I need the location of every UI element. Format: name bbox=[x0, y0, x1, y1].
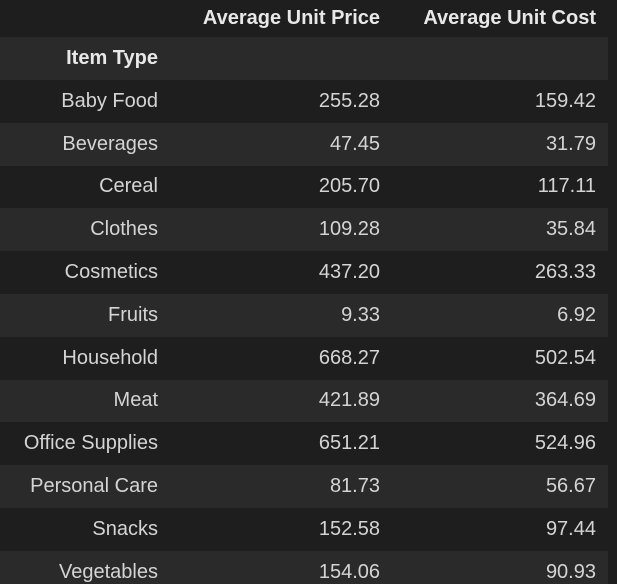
row-label: Clothes bbox=[90, 218, 158, 241]
table-row: Cosmetics 437.20 263.33 bbox=[0, 251, 608, 294]
cell-average-unit-price: 47.45 bbox=[329, 132, 380, 155]
row-label: Cosmetics bbox=[64, 261, 158, 284]
cell-average-unit-price: 437.20 bbox=[318, 261, 380, 284]
table-header: Average Unit Price Average Unit Cost Ite… bbox=[0, 0, 608, 80]
table-row: Snacks 152.58 97.44 bbox=[0, 507, 608, 551]
column-header-row: Average Unit Price Average Unit Cost bbox=[0, 0, 608, 37]
cell-average-unit-price: 9.33 bbox=[341, 303, 380, 326]
cell-average-unit-cost: 97.44 bbox=[545, 517, 596, 540]
row-label: Office Supplies bbox=[23, 432, 158, 455]
blank-corner-cell bbox=[0, 0, 170, 37]
row-label: Baby Food bbox=[61, 89, 158, 112]
cell-average-unit-cost: 90.93 bbox=[545, 560, 596, 583]
cell-average-unit-price: 152.58 bbox=[318, 517, 380, 540]
cell-average-unit-cost: 502.54 bbox=[534, 346, 596, 369]
index-name-row: Item Type bbox=[0, 37, 608, 80]
cell-average-unit-price: 205.70 bbox=[318, 175, 380, 198]
cell-average-unit-cost: 35.84 bbox=[545, 218, 596, 241]
table-row: Clothes 109.28 35.84 bbox=[0, 208, 608, 252]
table-body: Baby Food 255.28 159.42 Beverages 47.45 31.79… bbox=[0, 80, 608, 584]
empty-header-cell bbox=[170, 37, 392, 80]
cell-average-unit-price: 109.28 bbox=[318, 218, 380, 241]
table-row: Baby Food 255.28 159.42 bbox=[0, 80, 608, 123]
cell-average-unit-cost: 159.42 bbox=[534, 89, 596, 112]
row-label: Fruits bbox=[108, 303, 158, 326]
cell-average-unit-price: 255.28 bbox=[318, 89, 380, 112]
index-name-label: Item Type bbox=[66, 47, 158, 69]
row-label: Beverages bbox=[62, 132, 158, 155]
table-row: Personal Care 81.73 56.67 bbox=[0, 465, 608, 508]
cell-average-unit-price: 81.73 bbox=[329, 475, 380, 498]
row-label: Snacks bbox=[92, 517, 158, 540]
table-row: Vegetables 154.06 90.93 bbox=[0, 550, 608, 584]
cell-average-unit-cost: 364.69 bbox=[534, 389, 596, 412]
cell-average-unit-price: 154.06 bbox=[318, 560, 380, 583]
cell-average-unit-price: 651.21 bbox=[318, 432, 380, 455]
row-label: Cereal bbox=[99, 175, 158, 198]
row-label: Personal Care bbox=[30, 475, 158, 498]
row-label: Vegetables bbox=[59, 560, 158, 583]
table-row: Household 668.27 502.54 bbox=[0, 336, 608, 380]
table-row: Office Supplies 651.21 524.96 bbox=[0, 422, 608, 466]
cell-average-unit-cost: 31.79 bbox=[545, 132, 596, 155]
table-row: Beverages 47.45 31.79 bbox=[0, 122, 608, 166]
cell-average-unit-cost: 524.96 bbox=[534, 432, 596, 455]
cell-average-unit-cost: 263.33 bbox=[534, 261, 596, 284]
cell-average-unit-cost: 117.11 bbox=[537, 175, 596, 198]
table-row: Fruits 9.33 6.92 bbox=[0, 293, 608, 337]
column-header-average-unit-cost: Average Unit Cost bbox=[423, 7, 596, 29]
row-label: Meat bbox=[113, 389, 158, 412]
cell-average-unit-price: 668.27 bbox=[318, 346, 380, 369]
cell-average-unit-cost: 6.92 bbox=[557, 303, 596, 326]
column-header-average-unit-price: Average Unit Price bbox=[202, 7, 380, 29]
row-label: Household bbox=[62, 346, 158, 369]
table-row: Meat 421.89 364.69 bbox=[0, 379, 608, 423]
empty-header-cell bbox=[392, 37, 608, 80]
table-row: Cereal 205.70 117.11 bbox=[0, 165, 608, 209]
cell-average-unit-price: 421.89 bbox=[318, 389, 380, 412]
cell-average-unit-cost: 56.67 bbox=[545, 475, 596, 498]
